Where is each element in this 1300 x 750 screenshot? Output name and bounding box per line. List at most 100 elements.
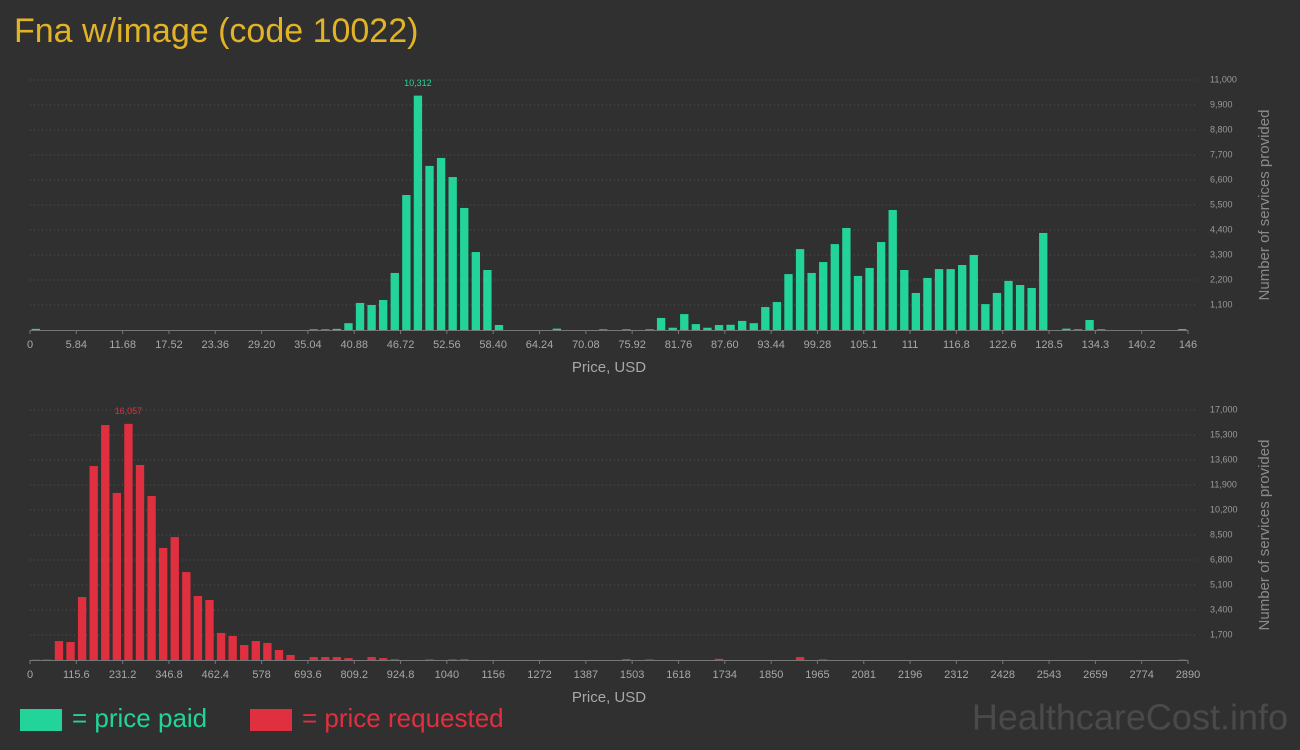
bar <box>182 572 191 660</box>
bar <box>1062 328 1071 330</box>
peak-label: 10,312 <box>404 78 432 88</box>
bar <box>448 659 457 660</box>
bar <box>1085 320 1094 330</box>
bar <box>703 327 712 330</box>
bar <box>981 304 990 330</box>
x-tick-label: 87.60 <box>711 339 739 351</box>
x-tick-label: 231.2 <box>109 669 137 681</box>
x-tick-label: 134.3 <box>1082 339 1110 351</box>
x-tick-label: 578 <box>252 669 270 681</box>
bar <box>471 252 480 330</box>
bar <box>460 207 469 330</box>
bar <box>714 658 724 660</box>
legend-swatch <box>20 709 62 731</box>
bar <box>101 425 110 660</box>
y-tick-label: 15,300 <box>1210 429 1238 439</box>
y-tick-label: 6,800 <box>1210 554 1233 564</box>
bar <box>738 320 747 330</box>
bar <box>1004 280 1013 330</box>
bar <box>714 325 724 330</box>
bar <box>819 659 828 660</box>
bar <box>89 466 98 660</box>
y-tick-label: 9,900 <box>1210 99 1233 109</box>
x-tick-label: 1272 <box>527 669 551 681</box>
bar <box>1096 329 1106 330</box>
x-tick-label: 2659 <box>1083 669 1107 681</box>
bar <box>795 657 805 660</box>
legend-label: = price paid <box>72 703 207 733</box>
bar <box>390 659 399 660</box>
x-tick-label: 2890 <box>1176 669 1200 681</box>
x-tick-label: 58.40 <box>479 339 507 351</box>
x-tick-label: 46.72 <box>387 339 415 351</box>
bar <box>355 302 365 330</box>
x-tick-label: 1040 <box>435 669 459 681</box>
bar <box>390 272 399 330</box>
bar <box>668 327 677 330</box>
x-tick-label: 924.8 <box>387 669 415 681</box>
bar <box>830 244 839 330</box>
y-tick-label: 4,400 <box>1210 224 1233 234</box>
bar <box>842 227 851 330</box>
bar <box>309 657 318 660</box>
y-tick-label: 10,200 <box>1210 504 1238 514</box>
bar <box>263 642 272 660</box>
bar <box>622 329 631 330</box>
bar <box>379 658 388 660</box>
legend-label: = price requested <box>302 703 504 733</box>
bar <box>367 657 376 660</box>
bar <box>726 324 735 330</box>
bar <box>819 262 828 330</box>
x-tick-label: 2312 <box>944 669 968 681</box>
y-tick-label: 11,900 <box>1210 479 1237 489</box>
x-tick-label: 1734 <box>713 669 737 681</box>
x-tick-label: 1618 <box>666 669 690 681</box>
bar <box>77 597 87 660</box>
bar <box>332 657 342 660</box>
x-tick-label: 29.20 <box>248 339 276 351</box>
bar <box>436 157 446 330</box>
x-tick-label: 75.92 <box>618 339 646 351</box>
bar <box>66 642 75 660</box>
bar <box>1073 329 1083 330</box>
bar <box>112 492 122 660</box>
bar <box>31 328 40 330</box>
bar <box>645 659 654 660</box>
bar <box>865 267 874 330</box>
bar <box>900 270 909 330</box>
y-tick-label: 3,300 <box>1210 249 1233 259</box>
x-tick-label: 2081 <box>852 669 876 681</box>
bar <box>992 292 1002 330</box>
y-tick-label: 1,700 <box>1210 629 1233 639</box>
bar <box>54 641 64 660</box>
x-tick-label: 35.04 <box>294 339 322 351</box>
x-tick-label: 346.8 <box>155 669 183 681</box>
legend-swatch <box>250 709 292 731</box>
bar <box>552 328 562 330</box>
x-tick-label: 1850 <box>759 669 783 681</box>
bar <box>645 329 654 330</box>
bar <box>205 600 214 660</box>
x-tick-label: 52.56 <box>433 339 461 351</box>
x-tick-label: 70.08 <box>572 339 600 351</box>
bar <box>923 277 932 330</box>
x-tick-label: 1503 <box>620 669 644 681</box>
bar <box>460 659 469 660</box>
bar <box>402 195 411 330</box>
x-tick-label: 11.68 <box>109 339 136 351</box>
bar <box>193 596 203 660</box>
bar <box>1015 285 1025 330</box>
x-tick-label: 1965 <box>805 669 829 681</box>
x-tick-label: 116.8 <box>943 339 970 351</box>
bar <box>367 305 376 330</box>
bar <box>784 274 793 330</box>
x-tick-label: 2428 <box>990 669 1014 681</box>
bar <box>680 314 689 330</box>
bar <box>494 325 504 330</box>
peak-label: 16,057 <box>115 406 143 416</box>
x-tick-label: 64.24 <box>526 339 554 351</box>
y-tick-label: 5,100 <box>1210 579 1233 589</box>
x-tick-label: 122.6 <box>989 339 1017 351</box>
x-tick-label: 2196 <box>898 669 922 681</box>
